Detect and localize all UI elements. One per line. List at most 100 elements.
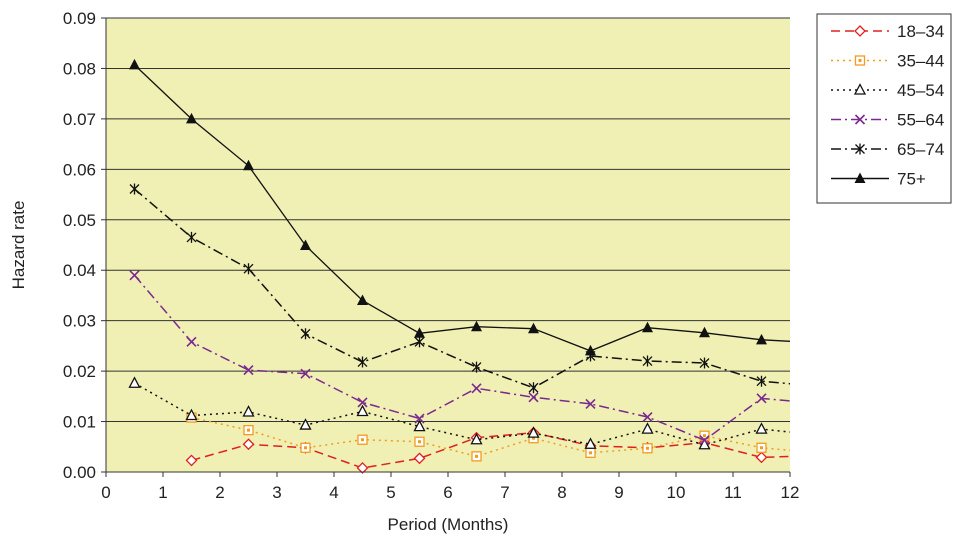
data-point-marker [756, 393, 767, 404]
data-point-marker [357, 294, 368, 305]
data-point-marker [641, 422, 654, 434]
data-point-marker-inner [304, 446, 307, 450]
data-point-marker-inner [646, 446, 649, 450]
data-point-marker-inner [532, 436, 535, 440]
x-tick-label: 5 [386, 483, 395, 502]
x-tick-label: 9 [614, 483, 623, 502]
x-tick-label: 4 [329, 483, 338, 502]
y-tick-label: 0.06 [63, 160, 96, 179]
data-point-marker-inner [703, 434, 706, 438]
legend-item: 65–74 [831, 140, 944, 159]
data-point-marker [185, 408, 198, 421]
legend: 18–34 35–44 45–54 55–64 65–74 75+ [816, 13, 952, 204]
data-point-marker [699, 435, 710, 446]
data-point-marker [129, 183, 140, 195]
data-point-marker [854, 25, 866, 37]
data-point-marker [854, 114, 866, 125]
data-point-marker [584, 437, 597, 449]
y-tick-label: 0.08 [63, 59, 96, 78]
series-line [191, 416, 791, 458]
x-tick-label: 8 [557, 483, 566, 502]
data-point-marker [242, 438, 255, 451]
data-point-marker [357, 356, 368, 368]
plot-area [106, 18, 790, 472]
y-tick-label: 0.09 [63, 9, 96, 28]
data-point-marker [853, 83, 867, 95]
data-point-marker [528, 322, 539, 334]
y-axis-title: Hazard rate [9, 201, 28, 290]
grid-lines [106, 17, 790, 423]
data-point-marker-inner [475, 454, 478, 458]
data-point-marker [243, 365, 254, 376]
data-point-marker [642, 411, 653, 423]
series-line [191, 431, 791, 469]
data-point-marker [300, 239, 311, 251]
data-point-marker [242, 405, 255, 417]
data-point-marker-inner [418, 440, 421, 444]
y-tick-label: 0.05 [63, 211, 96, 230]
legend-label: 65–74 [897, 140, 944, 159]
x-tick-label: 10 [667, 483, 686, 502]
data-point-marker [528, 392, 539, 403]
data-point-marker-inner [589, 451, 592, 455]
data-point-marker [642, 355, 653, 367]
data-point-marker [470, 432, 483, 445]
data-point-marker [413, 452, 426, 465]
data-point-marker [300, 368, 311, 379]
x-tick-label: 7 [500, 483, 509, 502]
data-point-marker [855, 143, 865, 155]
data-point-marker [243, 159, 254, 171]
data-point-marker [356, 462, 369, 474]
data-point-marker [186, 336, 197, 347]
x-tick-label: 2 [215, 483, 224, 502]
data-point-marker [413, 419, 426, 432]
y-tick-label: 0.04 [63, 261, 96, 280]
data-point-marker [585, 344, 596, 356]
data-point-marker [186, 231, 197, 243]
data-point-marker [755, 451, 768, 464]
x-tick-label: 0 [101, 483, 110, 502]
y-tick-label: 0.01 [63, 413, 96, 432]
series-75+ [129, 58, 791, 356]
data-point-marker-inner [361, 438, 364, 442]
y-tick-label: 0.00 [63, 463, 96, 482]
x-tick-label: 11 [724, 483, 742, 502]
x-tick-label: 1 [158, 483, 167, 502]
data-point-marker [471, 361, 482, 373]
legend-item: 45–54 [831, 81, 944, 100]
data-point-marker [585, 398, 596, 409]
data-point-marker [414, 336, 425, 348]
data-point-marker [186, 112, 197, 124]
data-point-marker [756, 375, 767, 387]
data-point-marker [699, 357, 710, 369]
series-layer [128, 58, 791, 474]
data-point-marker [243, 263, 254, 275]
data-point-marker-inner [247, 428, 250, 432]
data-point-marker [755, 422, 768, 434]
data-point-marker [854, 172, 866, 183]
data-point-marker [356, 404, 369, 417]
data-point-marker [300, 328, 311, 340]
data-point-marker [129, 270, 140, 281]
legend-box [816, 13, 952, 204]
data-point-marker [756, 333, 767, 345]
legend-item: 55–64 [831, 111, 944, 130]
legend-label: 45–54 [897, 81, 944, 100]
data-point-marker [185, 454, 198, 467]
series-45–54 [128, 376, 791, 450]
data-point-marker [128, 376, 141, 388]
legend-label: 75+ [897, 170, 926, 189]
series-55–64 [129, 270, 791, 446]
data-point-marker [414, 413, 425, 424]
x-tick-label: 12 [781, 483, 800, 502]
data-point-marker [699, 326, 710, 338]
data-point-marker [471, 320, 482, 332]
data-point-marker-inner [858, 59, 862, 62]
tick-labels: 0.00 0.01 0.02 0.03 0.04 0.05 0.06 0.07 0.08 0.09… [63, 9, 800, 502]
data-point-marker [642, 321, 653, 333]
data-point-marker-inner [760, 446, 763, 450]
y-tick-label: 0.03 [63, 312, 96, 331]
data-point-marker [299, 418, 312, 430]
legend-item: 35–44 [831, 52, 944, 71]
